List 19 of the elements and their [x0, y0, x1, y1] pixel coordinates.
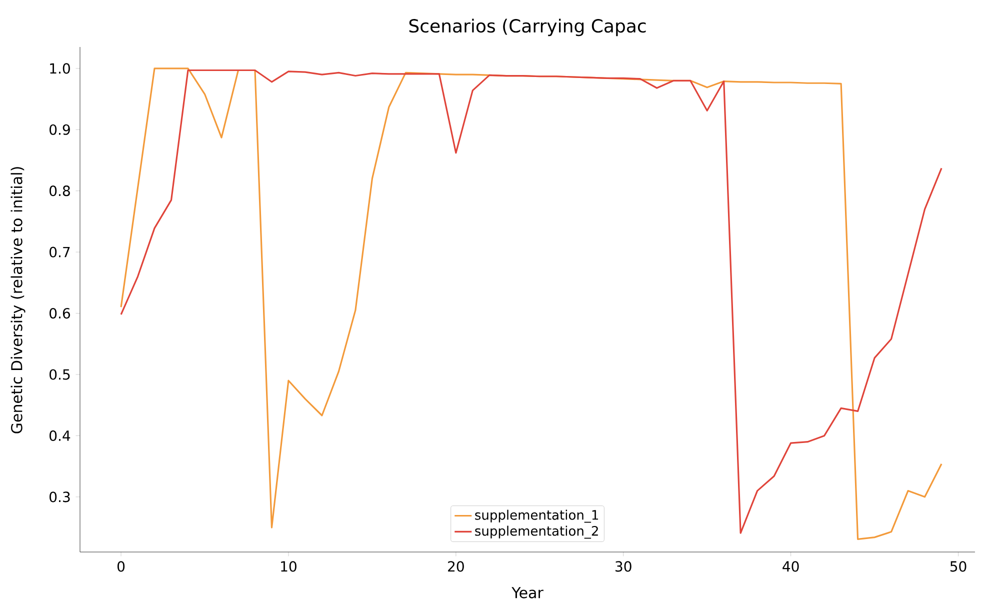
x-tick-label: 10	[281, 561, 296, 572]
x-tick-label: 50	[950, 561, 966, 572]
y-tick-label: 0.4	[50, 430, 70, 441]
x-tick-label: 40	[782, 561, 799, 572]
y-tick-label: 0.3	[50, 492, 70, 502]
y-tick-label: 1.0	[50, 63, 70, 74]
x-tick-label: 20	[448, 561, 464, 572]
chart-title: Scenarios (Carrying Capac	[409, 18, 646, 36]
y-tick-label: 0.6	[50, 308, 70, 319]
x-tick-label: 30	[616, 561, 632, 572]
x-tick-label: 0	[117, 561, 125, 572]
legend-label: supplementation_1	[475, 510, 598, 523]
legend-label: supplementation_2	[475, 526, 598, 539]
y-tick-label: 0.5	[50, 369, 70, 380]
y-tick-label: 0.7	[50, 246, 70, 258]
y-tick-label: 0.9	[50, 124, 70, 135]
x-axis-title: Year	[512, 587, 544, 598]
y-axis-title: Genetic Diversity (relative to initial)	[10, 167, 26, 434]
y-tick-label: 0.8	[50, 186, 70, 196]
